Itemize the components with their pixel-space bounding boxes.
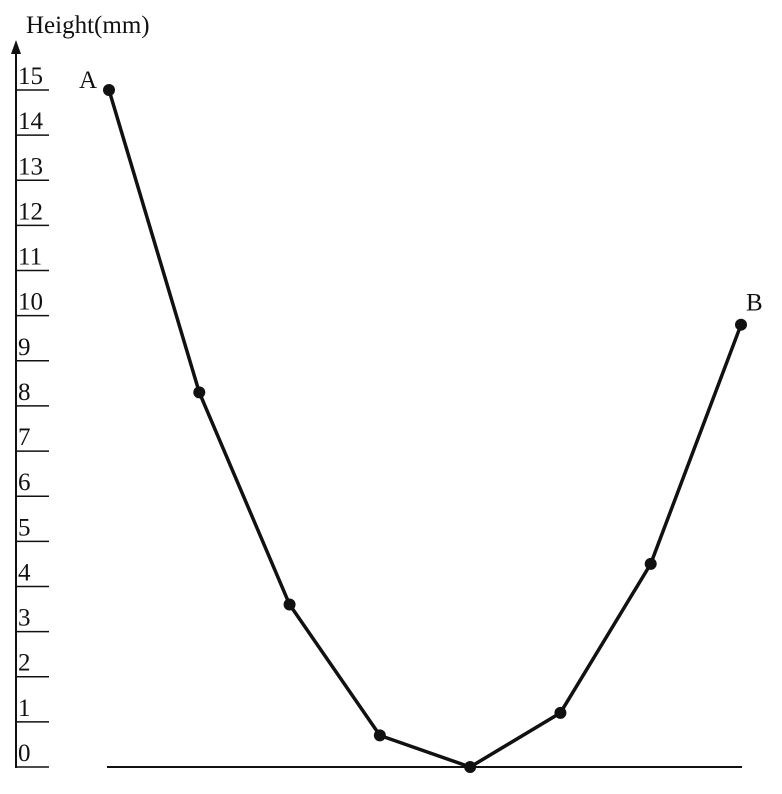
y-tick-label: 9	[18, 334, 31, 361]
point	[644, 557, 657, 570]
annotation: B	[746, 290, 763, 317]
y-tick-label: 0	[18, 740, 31, 767]
y-tick-label: 2	[18, 650, 31, 677]
y-axis-arrow	[11, 40, 21, 54]
point	[103, 84, 115, 96]
y-tick-label: 15	[18, 63, 43, 90]
point	[193, 386, 206, 399]
y-tick-label: 3	[18, 605, 31, 632]
y-tick-label: 10	[18, 289, 43, 316]
y-tick-label: 6	[18, 469, 31, 496]
y-tick-label: 14	[18, 108, 44, 135]
point	[554, 706, 567, 719]
y-tick-label: 11	[18, 244, 42, 271]
point	[373, 729, 386, 742]
line	[107, 89, 743, 769]
y-tick-label: 1	[18, 695, 31, 722]
y-tick-label: 8	[18, 379, 31, 406]
point	[464, 761, 477, 773]
y-tick-label: 5	[18, 514, 31, 541]
point	[735, 318, 747, 331]
y-tick-label: 4	[18, 559, 31, 586]
annotation: A	[79, 67, 97, 94]
y-tick-label: 12	[18, 198, 43, 225]
y-axis-label: Height(mm)	[26, 12, 150, 39]
point	[283, 598, 296, 611]
y-tick-label: 13	[18, 153, 43, 180]
y-tick-label: 7	[18, 424, 31, 451]
